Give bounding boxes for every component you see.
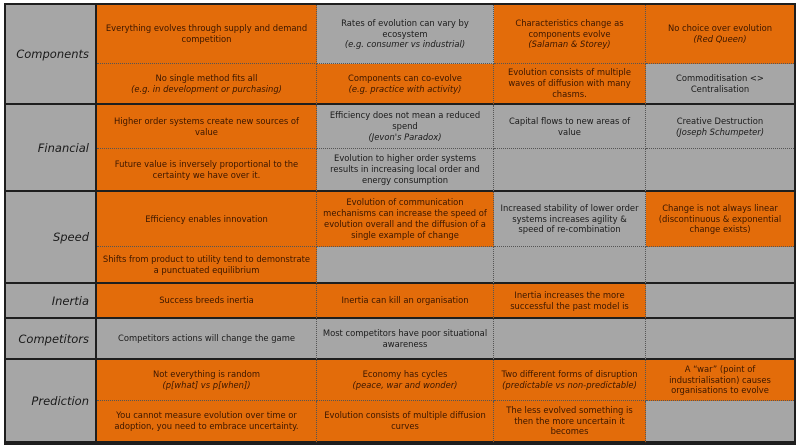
cell-text: Higher order systems create new sources … xyxy=(114,115,299,137)
table-cell: Inertia can kill an organisation xyxy=(317,284,494,319)
cell-text: Rates of evolution can vary by ecosystem xyxy=(341,17,469,39)
table-cell: Higher order systems create new sources … xyxy=(97,105,317,149)
cell-text: Competitors actions will change the game xyxy=(117,333,296,344)
cell-text: You cannot measure evolution over time o… xyxy=(114,410,299,431)
cell-text: Commoditisation <> Centralisation xyxy=(676,72,764,94)
cell-subtext: (Salaman & Storey) xyxy=(528,39,611,50)
cell-subtext: (peace, war and wonder) xyxy=(352,380,458,390)
table-cell xyxy=(494,149,646,192)
table-cell: Creative Destruction (Joseph Schumpeter) xyxy=(646,105,794,149)
cell-text: Evolution consists of multiple diffusion… xyxy=(324,410,486,431)
evolution-patterns-table: Components Everything evolves through sup… xyxy=(4,3,796,445)
table-cell: Evolution consists of multiple diffusion… xyxy=(317,401,494,443)
table-cell: No single method fits all (e.g. in develo… xyxy=(97,64,317,105)
table-cell: Not everything is random (p[what] vs p[wh… xyxy=(97,360,317,401)
table-cell: The less evolved something is then the m… xyxy=(494,401,646,443)
cell-subtext: (p[what] vs p[when]) xyxy=(162,380,251,390)
cell-text: Everything evolves through supply and de… xyxy=(105,23,308,44)
row-label-inertia: Inertia xyxy=(6,284,97,319)
table-cell xyxy=(494,247,646,284)
table-cell: A “war” (point of industrialisation) cau… xyxy=(646,360,794,401)
cell-text: Efficiency enables innovation xyxy=(145,213,268,224)
table-cell: Future value is inversely proportional t… xyxy=(97,149,317,192)
row-label-components: Components xyxy=(6,5,97,105)
row-label-financial: Financial xyxy=(6,105,97,192)
cell-text: Success breeds inertia xyxy=(159,295,254,306)
table-cell xyxy=(646,149,794,192)
table-cell: Characteristics change as components evo… xyxy=(494,5,646,64)
table-cell: Most competitors have poor situational a… xyxy=(317,319,494,360)
cell-text: Future value is inversely proportional t… xyxy=(114,158,299,180)
cell-text: Inertia can kill an organisation xyxy=(341,295,469,306)
cell-text: No choice over evolution xyxy=(667,23,773,34)
cell-subtext: (predictable vs non-predictable) xyxy=(502,380,637,390)
table-cell: Rates of evolution can vary by ecosystem… xyxy=(317,5,494,64)
cell-text: Increased stability of lower order syste… xyxy=(500,202,639,235)
table-cell xyxy=(646,319,794,360)
cell-text: Most competitors have poor situational a… xyxy=(322,327,488,349)
table-cell xyxy=(317,247,494,284)
table-cell: Economy has cycles (peace, war and wonder… xyxy=(317,360,494,401)
cell-subtext: (e.g. in development or purchasing) xyxy=(131,83,282,94)
cell-text: Characteristics change as components evo… xyxy=(515,17,624,39)
cell-text: Not everything is random xyxy=(152,369,261,380)
cell-subtext: (Jevon's Paradox) xyxy=(368,131,442,142)
table-cell: Increased stability of lower order syste… xyxy=(494,192,646,247)
table-cell: Two different forms of disruption (predic… xyxy=(494,360,646,401)
table-cell: Evolution to higher order systems result… xyxy=(317,149,494,192)
cell-subtext: (Red Queen) xyxy=(693,34,747,44)
table-cell: Success breeds inertia xyxy=(97,284,317,319)
table-cell: Everything evolves through supply and de… xyxy=(97,5,317,64)
cell-text: Economy has cycles xyxy=(362,369,448,380)
cell-text: Shifts from product to utility tend to d… xyxy=(102,253,311,275)
table-cell: Inertia increases the more successful th… xyxy=(494,284,646,319)
cell-text: Evolution to higher order systems result… xyxy=(330,153,480,185)
cell-text: No single method fits all xyxy=(155,72,258,83)
cell-text: Creative Destruction xyxy=(676,115,764,126)
cell-text: Capital flows to new areas of value xyxy=(508,115,631,137)
cell-text: Two different forms of disruption xyxy=(501,369,638,380)
table-cell xyxy=(646,284,794,319)
table-cell: Commoditisation <> Centralisation xyxy=(646,64,794,105)
cell-text: Evolution consists of multiple waves of … xyxy=(507,67,632,99)
table-cell: Evolution of communication mechanisms ca… xyxy=(317,192,494,247)
cell-text: The less evolved something is then the m… xyxy=(506,404,633,437)
table-cell: Shifts from product to utility tend to d… xyxy=(97,247,317,284)
table-cell xyxy=(646,247,794,284)
cell-text: Inertia increases the more successful th… xyxy=(510,289,629,311)
table-cell: Capital flows to new areas of value xyxy=(494,105,646,149)
table-cell: Efficiency enables innovation xyxy=(97,192,317,247)
row-label-competitors: Competitors xyxy=(6,319,97,360)
cell-text: Change is not always linear (discontinuo… xyxy=(658,202,782,235)
table-cell: Evolution consists of multiple waves of … xyxy=(494,64,646,105)
table-cell xyxy=(494,319,646,360)
table-cell: You cannot measure evolution over time o… xyxy=(97,401,317,443)
cell-text: Components can co-evolve xyxy=(348,72,462,83)
table-cell: No choice over evolution (Red Queen) xyxy=(646,5,794,64)
table-cell xyxy=(646,401,794,443)
cell-text: A “war” (point of industrialisation) cau… xyxy=(669,363,771,396)
row-label-speed: Speed xyxy=(6,192,97,284)
cell-subtext: (e.g. practice with activity) xyxy=(348,83,462,94)
cell-text: Efficiency does not mean a reduced spend xyxy=(329,110,481,132)
row-label-prediction: Prediction xyxy=(6,360,97,443)
table-cell: Components can co-evolve (e.g. practice w… xyxy=(317,64,494,105)
table-cell: Efficiency does not mean a reduced spend… xyxy=(317,105,494,149)
cell-text: Evolution of communication mechanisms ca… xyxy=(323,197,487,240)
table-cell: Competitors actions will change the game xyxy=(97,319,317,360)
table-cell: Change is not always linear (discontinuo… xyxy=(646,192,794,247)
cell-subtext: (e.g. consumer vs industrial) xyxy=(344,39,466,50)
cell-subtext: (Joseph Schumpeter) xyxy=(676,126,764,137)
